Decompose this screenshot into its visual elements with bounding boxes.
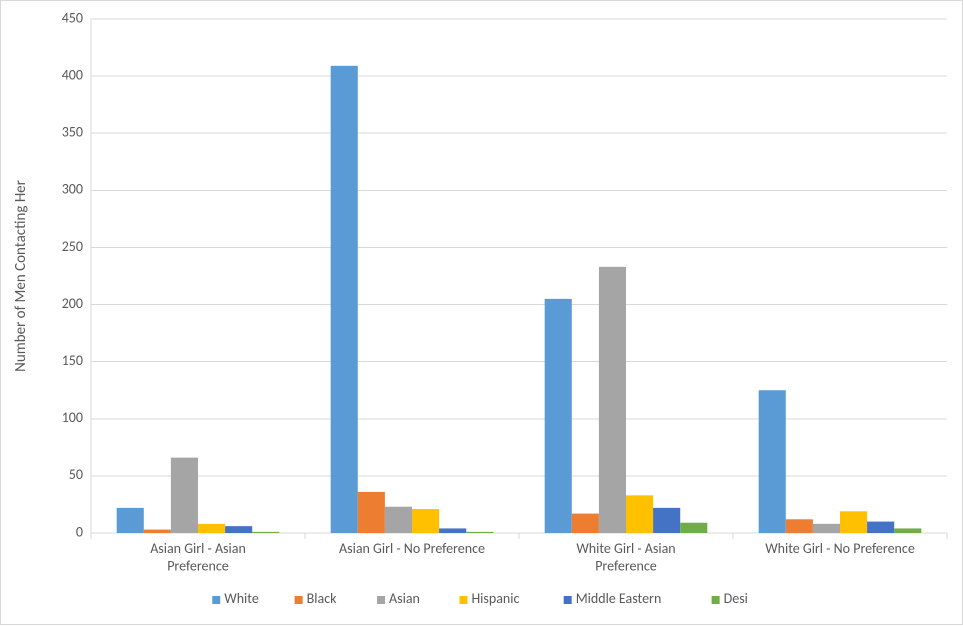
legend-marker: [459, 596, 467, 604]
bar: [439, 528, 466, 533]
bar: [653, 508, 680, 533]
x-category-label: Preference: [167, 558, 229, 575]
legend-label: Hispanic: [471, 590, 519, 607]
bar: [786, 519, 813, 533]
bar: [331, 66, 358, 533]
legend-label: Desi: [724, 590, 748, 607]
y-tick-label: 50: [69, 466, 83, 483]
legend-marker: [377, 596, 385, 604]
bar: [572, 514, 599, 533]
y-tick-label: 400: [62, 66, 83, 83]
x-category-label: Asian Girl - No Preference: [339, 540, 485, 557]
y-tick-label: 450: [62, 9, 83, 26]
legend-marker: [564, 596, 572, 604]
bar: [599, 267, 626, 533]
y-tick-label: 150: [62, 352, 83, 369]
legend-label: White: [224, 590, 259, 607]
y-tick-label: 250: [62, 238, 83, 255]
bar: [626, 495, 653, 533]
bar: [117, 508, 144, 533]
bar: [225, 526, 252, 533]
y-tick-label: 100: [62, 409, 83, 426]
y-axis-label: Number of Men Contacting Her: [12, 180, 30, 372]
bar: [867, 522, 894, 533]
bar: [144, 530, 171, 533]
y-tick-label: 350: [62, 124, 83, 141]
bar: [759, 390, 786, 533]
bar: [358, 492, 385, 533]
legend-label: Asian: [389, 590, 420, 607]
bar: [680, 523, 707, 533]
bar: [466, 532, 493, 533]
bar: [385, 507, 412, 533]
bar: [252, 532, 279, 533]
bar: [412, 509, 439, 533]
y-tick-label: 300: [62, 181, 83, 198]
bar: [545, 299, 572, 533]
legend-marker: [295, 596, 303, 604]
bar: [198, 524, 225, 533]
bar: [840, 511, 867, 533]
bar: [813, 524, 840, 533]
bar: [171, 458, 198, 533]
bar: [894, 528, 921, 533]
x-category-label: Preference: [595, 558, 657, 575]
x-category-label: White Girl - Asian: [576, 540, 675, 557]
legend-label: Middle Eastern: [576, 590, 662, 607]
x-category-label: White Girl - No Preference: [765, 540, 915, 557]
legend-label: Black: [307, 590, 337, 607]
x-category-label: Asian Girl - Asian: [150, 540, 246, 557]
y-tick-label: 200: [62, 295, 83, 312]
legend-marker: [212, 596, 220, 604]
legend-marker: [712, 596, 720, 604]
y-tick-label: 0: [76, 523, 83, 540]
bar-chart: 0 50 100 150 200 250 300 350 400 450 Asian Girl - …: [0, 0, 963, 625]
